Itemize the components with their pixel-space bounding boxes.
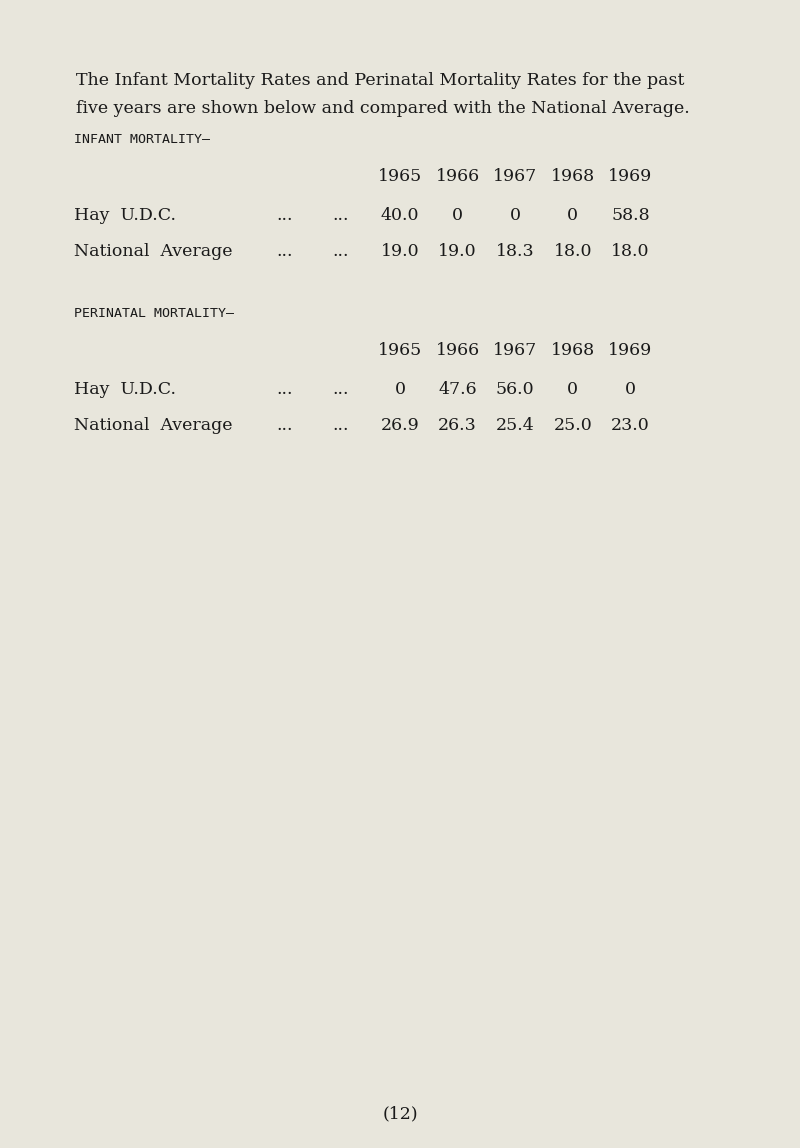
Text: 18.3: 18.3 — [496, 243, 534, 259]
Text: 19.0: 19.0 — [381, 243, 419, 259]
Text: 1969: 1969 — [608, 342, 653, 359]
Text: ...: ... — [276, 207, 293, 224]
Text: 25.4: 25.4 — [496, 417, 534, 434]
Text: 1966: 1966 — [435, 168, 480, 185]
Text: 1969: 1969 — [608, 168, 653, 185]
Text: five years are shown below and compared with the National Average.: five years are shown below and compared … — [76, 100, 690, 117]
Text: 47.6: 47.6 — [438, 381, 477, 398]
Text: ...: ... — [332, 381, 349, 398]
Text: 1965: 1965 — [378, 168, 422, 185]
Text: 0: 0 — [394, 381, 406, 398]
Text: 23.0: 23.0 — [611, 417, 650, 434]
Text: 25.0: 25.0 — [554, 417, 592, 434]
Text: 1968: 1968 — [550, 168, 595, 185]
Text: Hay  U.D.C.: Hay U.D.C. — [74, 207, 176, 224]
Text: 18.0: 18.0 — [611, 243, 650, 259]
Text: 58.8: 58.8 — [611, 207, 650, 224]
Text: 0: 0 — [567, 381, 578, 398]
Text: National  Average: National Average — [74, 243, 233, 259]
Text: 1968: 1968 — [550, 342, 595, 359]
Text: ...: ... — [276, 243, 293, 259]
Text: 26.9: 26.9 — [381, 417, 419, 434]
Text: The Infant Mortality Rates and Perinatal Mortality Rates for the past: The Infant Mortality Rates and Perinatal… — [76, 72, 684, 90]
Text: 1966: 1966 — [435, 342, 480, 359]
Text: 0: 0 — [510, 207, 521, 224]
Text: 1967: 1967 — [493, 342, 538, 359]
Text: 1965: 1965 — [378, 342, 422, 359]
Text: ...: ... — [332, 243, 349, 259]
Text: (12): (12) — [382, 1106, 418, 1122]
Text: 18.0: 18.0 — [554, 243, 592, 259]
Text: 40.0: 40.0 — [381, 207, 419, 224]
Text: National  Average: National Average — [74, 417, 233, 434]
Text: 0: 0 — [567, 207, 578, 224]
Text: 19.0: 19.0 — [438, 243, 477, 259]
Text: 0: 0 — [452, 207, 463, 224]
Text: ...: ... — [276, 381, 293, 398]
Text: Hay  U.D.C.: Hay U.D.C. — [74, 381, 176, 398]
Text: 26.3: 26.3 — [438, 417, 477, 434]
Text: 1967: 1967 — [493, 168, 538, 185]
Text: 0: 0 — [625, 381, 636, 398]
Text: PERINATAL MORTALITY—: PERINATAL MORTALITY— — [74, 307, 234, 320]
Text: ...: ... — [332, 417, 349, 434]
Text: 56.0: 56.0 — [496, 381, 534, 398]
Text: ...: ... — [276, 417, 293, 434]
Text: ...: ... — [332, 207, 349, 224]
Text: INFANT MORTALITY—: INFANT MORTALITY— — [74, 133, 210, 146]
